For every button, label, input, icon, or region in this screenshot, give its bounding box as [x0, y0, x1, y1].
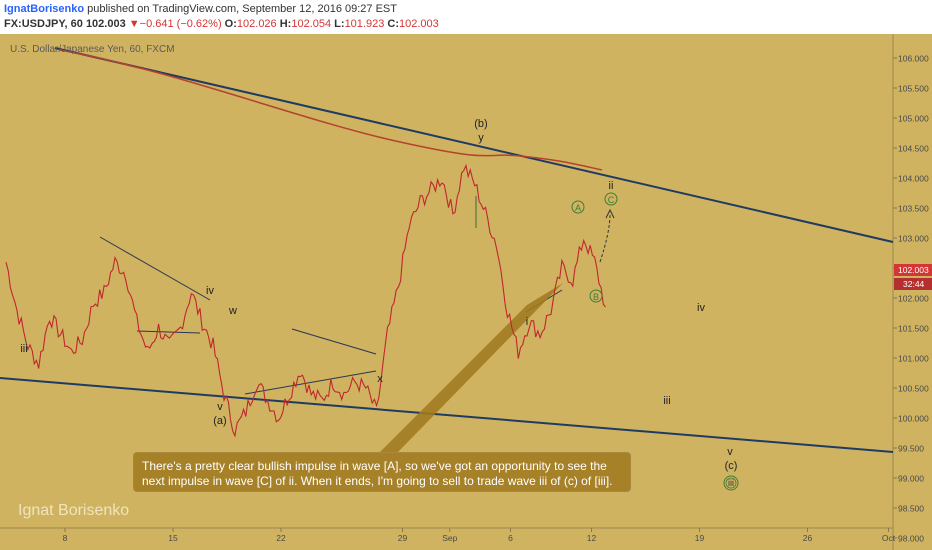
axes: 106.000 105.500 105.000 104.500 104.000 103.5… — [63, 54, 929, 544]
wave-circle — [571, 200, 585, 214]
x-tick-label: Sep — [442, 533, 457, 543]
y-tick-label: 98.500 — [898, 504, 924, 514]
y-tick-label: 101.000 — [898, 354, 929, 364]
last-price-label: 102.003 — [898, 265, 929, 275]
countdown-badge — [894, 278, 932, 290]
callout-pointer — [380, 283, 563, 452]
wave-circle — [604, 192, 618, 206]
symbol-label[interactable]: FX:USDJPY, 60 — [4, 18, 83, 30]
x-tick-label: 15 — [168, 533, 178, 543]
y-tick-label: 103.000 — [898, 234, 929, 244]
upper-channel-line — [54, 47, 894, 243]
watermark: Ignat Borisenko — [18, 502, 130, 519]
y-tick-label: 103.500 — [898, 204, 929, 214]
high-value: 102.054 — [291, 18, 332, 30]
triangle-lower-line — [244, 370, 377, 395]
wave-label: ii — [609, 180, 614, 192]
moving-average — [59, 49, 603, 171]
triangle-upper-line — [291, 328, 377, 355]
publish-info: published on TradingView.com, September … — [84, 3, 397, 15]
wave-label: x — [377, 373, 383, 385]
chart-header: IgnatBorisenko published on TradingView.… — [0, 0, 932, 35]
y-tick-label: 98.000 — [898, 534, 924, 544]
y-tick-label: 104.000 — [898, 174, 929, 184]
y-tick-label: 100.500 — [898, 384, 929, 394]
last-price: 102.003 — [85, 18, 126, 30]
x-tick-label: 6 — [508, 533, 513, 543]
x-tick-label: 26 — [803, 533, 813, 543]
y-tick-label: 105.000 — [898, 114, 929, 124]
x-tick-label: 12 — [587, 533, 597, 543]
trendlines — [0, 47, 894, 453]
moving-average-line — [59, 49, 603, 171]
y-tick-label: 100.000 — [898, 414, 929, 424]
x-tick-label: Oct — [882, 533, 896, 543]
wave-label: w — [228, 305, 237, 317]
open-label: O: — [224, 18, 237, 30]
y-tick-label: 104.500 — [898, 144, 929, 154]
last-price-badge — [894, 264, 932, 276]
lower-channel-line — [0, 377, 894, 453]
quote-line: FX:USDJPY, 60 102.003 ▼−0.641 (−0.62%) O… — [4, 18, 439, 30]
wave-label: B — [593, 292, 599, 302]
wave-label: C — [608, 195, 615, 205]
change-value: −0.641 (−0.62%) — [139, 18, 222, 30]
high-label: H: — [279, 18, 292, 30]
wave-circle — [723, 475, 739, 491]
wave-label: (b) — [474, 118, 487, 130]
symbol-title: U.S. Dollar/Japanese Yen, 60, FXCM — [10, 44, 175, 55]
wave-label: (c) — [725, 460, 738, 472]
x-tick-label: 29 — [398, 533, 408, 543]
wave-circle — [589, 289, 603, 303]
y-tick-label: 105.500 — [898, 84, 929, 94]
wedge-lower-line — [136, 330, 201, 334]
wave-label: v — [727, 446, 733, 458]
wave-label: (a) — [213, 415, 226, 427]
y-tick-label: 101.500 — [898, 324, 929, 334]
price-badges: 102.003 32:44 — [894, 264, 932, 290]
price-line — [5, 163, 606, 438]
wave-label: v — [217, 401, 223, 413]
projection-arrow-head — [605, 208, 615, 219]
y-tick-label: 99.000 — [898, 474, 924, 484]
close-value: 102.003 — [399, 18, 439, 30]
wave-label: iii — [20, 343, 27, 355]
y-tick-label: 99.500 — [898, 444, 924, 454]
wave-label: i — [526, 316, 528, 328]
wedge-upper-line — [99, 236, 211, 301]
wave-label: iii — [663, 395, 670, 407]
projection-arrow — [599, 213, 611, 263]
wave-label: A — [575, 203, 581, 213]
publish-line: IgnatBorisenko published on TradingView.… — [4, 3, 397, 15]
x-tick-label: 22 — [276, 533, 286, 543]
wave-labels: iii iv w v (a) x (b) y i A Bii Civ iii v (c) iii — [20, 118, 739, 491]
low-value: 101.923 — [344, 18, 385, 30]
y-tick-label: 106.000 — [898, 54, 929, 64]
analysis-callout: There's a pretty clear bullish impulse i… — [133, 452, 631, 492]
y-tick-label: 102.000 — [898, 294, 929, 304]
open-value: 102.026 — [236, 18, 277, 30]
author-link[interactable]: IgnatBorisenko — [4, 3, 85, 15]
low-label: L: — [334, 18, 345, 30]
price-series — [5, 163, 615, 438]
wave-label: iii — [728, 478, 734, 488]
close-label: C: — [387, 18, 399, 30]
wave-label: y — [478, 132, 484, 144]
x-tick-label: 8 — [63, 533, 68, 543]
wave-circle-inner — [725, 477, 737, 489]
countdown-label: 32:44 — [903, 279, 925, 289]
x-tick-label: 19 — [695, 533, 705, 543]
wave-label: iv — [697, 302, 705, 314]
wave-label: iv — [206, 285, 214, 297]
change-down-icon: ▼ — [128, 18, 140, 30]
